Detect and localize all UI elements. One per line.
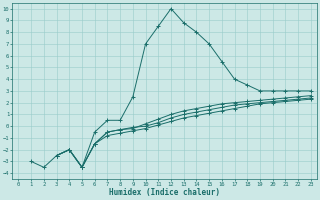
X-axis label: Humidex (Indice chaleur): Humidex (Indice chaleur) [109, 188, 220, 197]
